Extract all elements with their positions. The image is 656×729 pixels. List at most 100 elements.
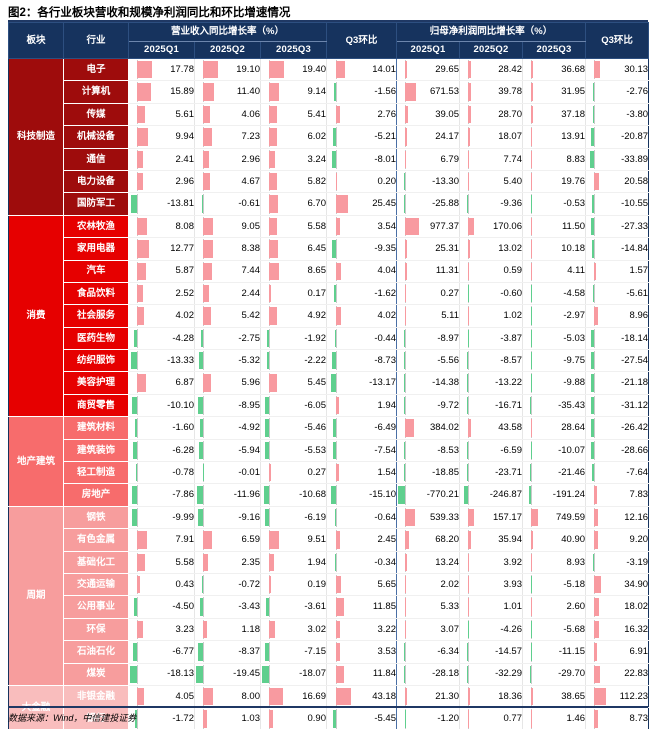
value-bar (269, 284, 271, 303)
cell-value: 5.40 (503, 175, 522, 187)
value-bar (201, 575, 204, 594)
data-cell: 21.30 (396, 684, 460, 709)
cell-value: 5.82 (307, 175, 326, 187)
cell-value: -1.72 (172, 713, 194, 725)
data-cell: -32.29 (459, 663, 523, 686)
cell-value: -10.07 (558, 444, 586, 456)
data-cell: -2.97 (522, 304, 587, 328)
data-cell: 0.43 (128, 573, 195, 597)
cell-value: -10.68 (299, 489, 326, 501)
cell-value: -4.92 (238, 422, 260, 434)
cell-value: -9.35 (374, 243, 396, 255)
cell-value: 39.05 (435, 108, 459, 120)
value-bar (592, 464, 595, 482)
header-revenue-qoq: Q3环比 (326, 22, 397, 59)
industry-label: 汽车 (63, 259, 129, 283)
data-cell: 7.74 (459, 148, 523, 171)
value-bar (468, 83, 471, 101)
cell-value: -5.56 (437, 355, 459, 367)
cell-value: 12.77 (170, 243, 194, 255)
data-cell: 43.58 (459, 416, 523, 440)
value-bar (590, 396, 595, 415)
cell-value: 30.13 (624, 63, 649, 75)
data-cell: 2.44 (194, 282, 261, 306)
table-row: 交通运输 0.43 -0.72 0.19 5.65 2.02 3.93 -5.18 34.90 (9, 572, 650, 597)
data-cell: 4.04 (326, 260, 397, 283)
cell-value: -3.19 (626, 556, 649, 568)
cell-value: 3.53 (377, 646, 396, 658)
cell-value: 1.03 (241, 713, 260, 725)
cell-value: 3.23 (175, 623, 194, 635)
value-bar (331, 486, 336, 504)
industry-label: 传媒 (63, 102, 129, 127)
cell-value: -1.56 (374, 86, 396, 98)
table-row: 国防军工 -13.81 -0.61 6.70 25.45 -25.88 -9.36 -0.53… (9, 192, 650, 216)
value-bar (269, 620, 276, 639)
data-cell: -28.66 (585, 439, 650, 463)
value-bar (203, 531, 212, 549)
cell-value: -2.97 (563, 310, 586, 322)
cell-value: 4.06 (241, 108, 260, 120)
data-cell: -0.64 (326, 505, 397, 530)
value-bar (202, 195, 204, 213)
cell-value: 17.78 (170, 63, 194, 75)
value-bar (203, 83, 215, 101)
data-cell: -3.87 (459, 327, 523, 351)
data-cell: 5.41 (260, 103, 327, 127)
value-bar (468, 61, 471, 79)
data-cell: -18.13 (128, 663, 195, 686)
value-bar (467, 374, 469, 392)
value-bar (200, 598, 204, 616)
cell-value: -5.94 (238, 444, 260, 456)
data-cell: 3.53 (326, 640, 397, 664)
data-cell: -9.16 (194, 505, 261, 530)
data-cell: -1.60 (128, 416, 195, 440)
data-cell: 1.94 (326, 394, 397, 418)
cell-value: -5.03 (563, 332, 586, 344)
data-cell: 2.02 (396, 573, 460, 597)
data-cell: 1.57 (585, 260, 650, 283)
data-cell: 4.02 (326, 304, 397, 328)
cell-value: 5.41 (307, 108, 326, 120)
table-row: 食品饮料 2.52 2.44 0.17 -1.62 0.27 -0.60 -4.58 -5.61 (9, 281, 650, 306)
data-cell: -4.26 (459, 618, 523, 642)
cell-value: 11.85 (372, 601, 396, 613)
industry-label: 银行 (63, 707, 129, 729)
value-bar (133, 329, 138, 348)
data-cell: 4.67 (194, 170, 261, 194)
page-title: 图2：各行业板块营收和规模净利润同比和环比增速情况 (8, 7, 291, 19)
value-bar (332, 240, 336, 258)
data-cell: -15.10 (326, 483, 397, 507)
header-rev-q1: 2025Q1 (128, 41, 195, 59)
value-bar (405, 531, 409, 549)
industry-label: 电力设备 (63, 169, 129, 194)
data-cell: -1.56 (326, 80, 397, 104)
value-bar (203, 172, 211, 191)
data-cell: 18.36 (459, 684, 523, 709)
data-cell: 3.02 (260, 618, 327, 642)
value-bar (137, 128, 149, 146)
cell-value: 671.53 (429, 86, 459, 98)
industry-label: 家用电器 (63, 237, 129, 261)
cell-value: 8.08 (175, 220, 194, 232)
cell-value: 157.17 (492, 511, 522, 523)
sector-label: 地产建筑 (8, 416, 64, 507)
data-cell: 9.20 (585, 528, 650, 552)
data-cell: 19.76 (522, 170, 587, 194)
value-bar (137, 553, 146, 571)
data-cell: -31.12 (585, 394, 650, 418)
table-row: 科技制造 电子 17.78 19.10 19.40 14.01 29.65 28.42 36.6… (8, 57, 650, 216)
cell-value: -2.22 (304, 355, 326, 367)
cell-value: 5.58 (175, 556, 194, 568)
data-cell: -5.32 (194, 349, 261, 373)
cell-value: 31.95 (561, 86, 586, 98)
cell-value: 19.10 (236, 63, 260, 75)
data-cell: -9.88 (522, 371, 587, 395)
value-bar (137, 687, 145, 706)
value-bar (466, 464, 469, 482)
data-cell: -7.54 (326, 439, 397, 463)
data-cell: -3.61 (260, 595, 327, 619)
cell-value: -20.87 (621, 131, 649, 143)
industry-label: 纺织服饰 (63, 349, 129, 373)
value-bar (531, 419, 533, 437)
